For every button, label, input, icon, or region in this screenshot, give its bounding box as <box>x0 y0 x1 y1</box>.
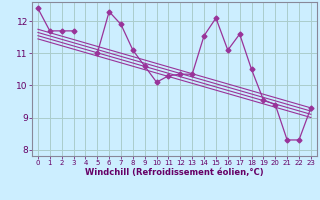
X-axis label: Windchill (Refroidissement éolien,°C): Windchill (Refroidissement éolien,°C) <box>85 168 264 177</box>
